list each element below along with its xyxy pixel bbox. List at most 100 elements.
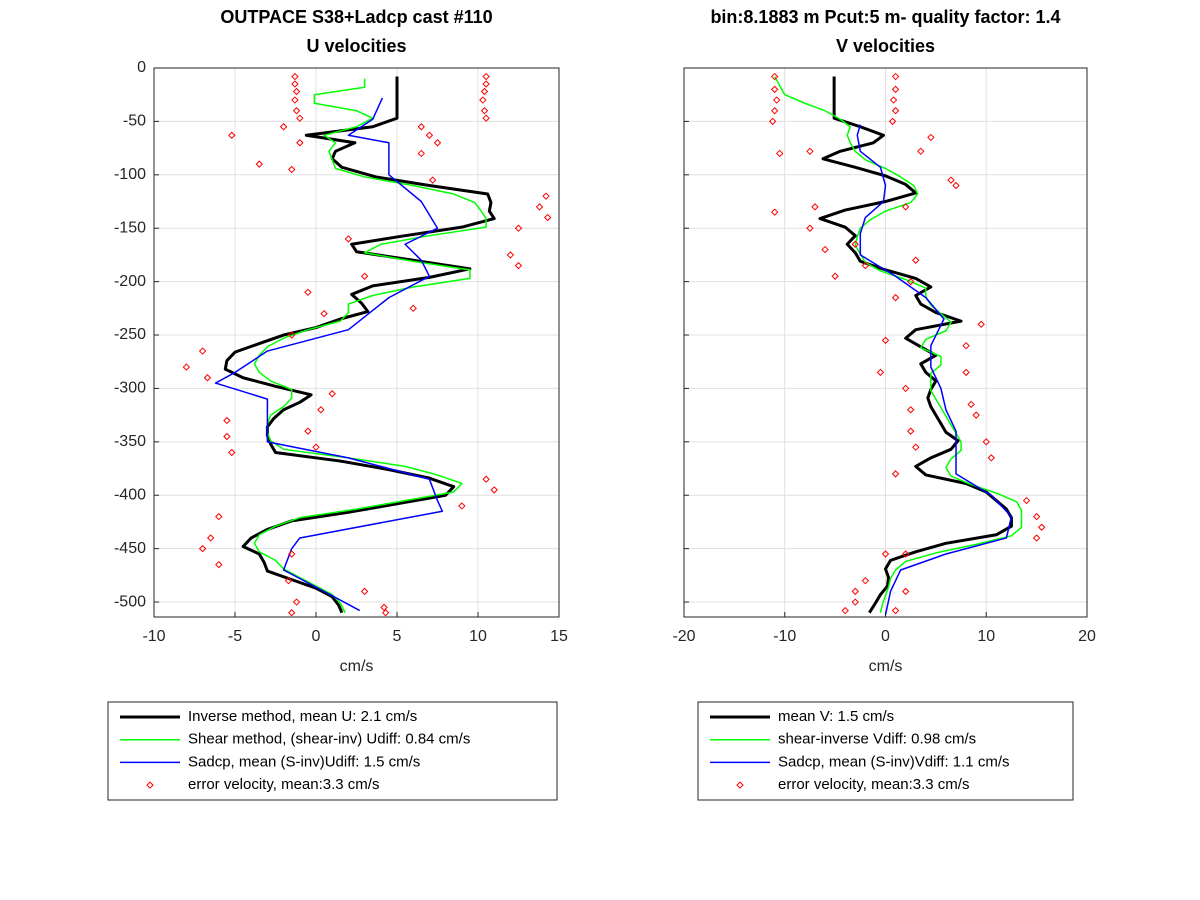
plot-area (182, 72, 552, 617)
legend-label: Inverse method, mean U: 2.1 cm/s (188, 708, 417, 725)
x-axis-label: cm/s (869, 658, 903, 675)
error-marker (203, 374, 212, 382)
error-marker (901, 587, 910, 596)
x-tick-label: 10 (977, 628, 995, 645)
y-tick-label: -400 (114, 486, 146, 503)
error-marker (320, 309, 328, 318)
error-marker (479, 96, 487, 104)
error-marker (967, 400, 975, 409)
error-marker (987, 454, 995, 462)
x-tick-label: -10 (773, 628, 796, 645)
error-marker (543, 213, 552, 222)
error-marker (972, 411, 980, 419)
error-marker (291, 96, 299, 104)
profile-line (774, 76, 1023, 613)
error-marker (287, 550, 296, 558)
error-marker (304, 427, 312, 435)
chart-subtitle: V velocities (836, 36, 935, 56)
error-marker (901, 384, 910, 393)
error-marker (292, 87, 301, 96)
error-marker (806, 147, 814, 156)
error-marker (482, 475, 490, 483)
legend-label: error velocity, mean:3.3 cm/s (778, 776, 969, 793)
error-marker (891, 107, 900, 115)
y-tick-label: -300 (114, 380, 146, 397)
error-marker (380, 603, 388, 612)
error-marker (768, 117, 777, 126)
error-marker (312, 443, 320, 451)
error-marker (480, 107, 489, 115)
error-marker (906, 406, 915, 414)
error-marker (831, 272, 839, 280)
profile-line (856, 124, 1013, 616)
y-tick-label: -150 (114, 219, 146, 236)
error-marker (514, 224, 523, 232)
error-marker (917, 147, 925, 156)
error-marker (535, 203, 544, 211)
error-marker (228, 131, 236, 139)
error-marker (317, 406, 325, 414)
error-marker (482, 80, 490, 88)
error-marker (506, 251, 515, 259)
legend-box (697, 701, 1074, 801)
error-marker (1032, 534, 1041, 542)
profile-line (818, 76, 1013, 614)
legend-label: Shear method, (shear-inv) Udiff: 0.84 cm… (188, 731, 470, 748)
error-marker (770, 72, 779, 81)
axes-box (153, 67, 560, 618)
error-marker (292, 598, 301, 606)
error-marker (291, 72, 299, 81)
y-tick-label: -50 (123, 113, 146, 130)
error-marker (891, 470, 900, 478)
error-marker (891, 72, 900, 81)
profile-line (223, 76, 496, 614)
error-marker (328, 390, 336, 398)
y-tick-label: -350 (114, 433, 146, 450)
error-marker (851, 598, 859, 606)
error-marker (889, 96, 898, 104)
x-tick-label: 0 (881, 628, 890, 645)
error-marker (482, 72, 490, 81)
legend-marker (736, 781, 744, 789)
legend-box (107, 701, 558, 801)
error-marker (927, 133, 935, 142)
error-marker (198, 347, 207, 355)
error-marker (198, 544, 207, 553)
error-marker (906, 427, 915, 435)
error-marker (304, 288, 312, 297)
error-marker (770, 107, 779, 115)
error-marker (861, 261, 870, 270)
error-marker (851, 240, 859, 248)
error-marker (433, 139, 442, 147)
chart-subtitle: U velocities (306, 36, 406, 56)
error-marker (344, 235, 353, 243)
error-marker (841, 606, 849, 615)
y-tick-label: -100 (114, 166, 146, 183)
error-marker (861, 576, 870, 585)
error-marker (770, 85, 779, 94)
error-marker (482, 114, 490, 122)
error-marker (215, 512, 223, 521)
error-marker (881, 336, 890, 345)
error-marker (428, 176, 437, 184)
chart-title: bin:8.1883 m Pcut:5 m- quality factor: 1… (710, 7, 1060, 27)
error-marker (228, 448, 236, 457)
y-tick-label: -250 (114, 326, 146, 343)
error-marker (888, 117, 897, 126)
error-marker (490, 486, 498, 494)
legend-label: Sadcp, mean (S-inv)Udiff: 1.5 cm/s (188, 753, 420, 770)
error-marker (287, 609, 296, 617)
error-marker (255, 160, 264, 168)
error-marker (806, 224, 814, 232)
error-marker (287, 331, 296, 339)
error-marker (881, 550, 890, 558)
error-marker (851, 587, 859, 596)
x-tick-label: -20 (672, 628, 695, 645)
error-marker (514, 261, 523, 270)
y-tick-label: -450 (114, 540, 146, 557)
error-marker (458, 502, 466, 510)
error-marker (912, 443, 920, 451)
x-tick-label: 20 (1078, 628, 1096, 645)
error-marker (206, 534, 215, 542)
